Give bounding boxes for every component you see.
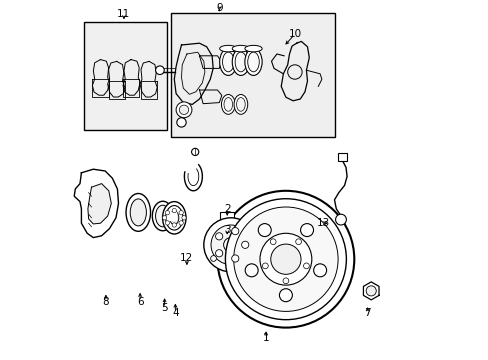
Text: 13: 13 — [316, 218, 329, 228]
Text: 12: 12 — [180, 253, 193, 264]
Text: 6: 6 — [137, 297, 143, 307]
Polygon shape — [181, 52, 204, 94]
Circle shape — [182, 216, 186, 220]
Ellipse shape — [152, 201, 173, 231]
Polygon shape — [174, 43, 213, 104]
Polygon shape — [140, 61, 157, 97]
Bar — [220, 212, 234, 229]
Circle shape — [211, 225, 250, 265]
Polygon shape — [107, 61, 124, 97]
Circle shape — [303, 263, 309, 269]
Text: 2: 2 — [224, 204, 230, 214]
Polygon shape — [141, 81, 157, 99]
Circle shape — [172, 208, 176, 213]
Polygon shape — [92, 79, 108, 97]
Text: 9: 9 — [216, 3, 222, 13]
Circle shape — [177, 118, 186, 127]
Ellipse shape — [244, 48, 262, 75]
Polygon shape — [281, 41, 309, 101]
Ellipse shape — [236, 98, 244, 111]
Bar — [337, 153, 346, 161]
Bar — [169, 212, 175, 220]
Circle shape — [223, 238, 238, 252]
Circle shape — [225, 199, 346, 320]
Circle shape — [210, 256, 216, 261]
Circle shape — [258, 224, 271, 237]
Circle shape — [215, 250, 223, 257]
Ellipse shape — [163, 202, 185, 234]
Circle shape — [179, 221, 183, 225]
Circle shape — [335, 214, 346, 225]
Circle shape — [165, 221, 169, 225]
Ellipse shape — [221, 94, 235, 114]
Ellipse shape — [247, 52, 259, 72]
Bar — [170, 13, 334, 137]
Ellipse shape — [155, 205, 170, 227]
Text: 5: 5 — [161, 303, 167, 313]
Circle shape — [215, 233, 223, 240]
Circle shape — [162, 216, 166, 220]
Circle shape — [241, 241, 248, 248]
Circle shape — [165, 211, 169, 215]
Ellipse shape — [219, 48, 237, 75]
Text: 3: 3 — [224, 225, 230, 235]
Circle shape — [233, 207, 337, 311]
Polygon shape — [88, 184, 111, 224]
Ellipse shape — [244, 45, 262, 52]
Text: 7: 7 — [364, 308, 370, 318]
Circle shape — [172, 223, 176, 227]
Ellipse shape — [169, 211, 179, 225]
Polygon shape — [92, 59, 109, 95]
Text: 11: 11 — [117, 9, 130, 19]
Ellipse shape — [165, 206, 183, 230]
Polygon shape — [123, 79, 139, 97]
Polygon shape — [199, 90, 222, 104]
Text: 10: 10 — [288, 29, 301, 39]
Circle shape — [366, 286, 375, 296]
Ellipse shape — [219, 45, 237, 52]
Circle shape — [217, 191, 354, 328]
Polygon shape — [74, 169, 118, 238]
Circle shape — [244, 264, 258, 277]
Circle shape — [283, 278, 288, 284]
Circle shape — [262, 263, 268, 269]
Text: 4: 4 — [172, 308, 178, 318]
Ellipse shape — [232, 45, 249, 52]
Polygon shape — [123, 59, 140, 95]
Polygon shape — [108, 81, 124, 99]
Polygon shape — [216, 224, 224, 233]
Circle shape — [217, 226, 222, 231]
Ellipse shape — [234, 94, 247, 114]
Polygon shape — [363, 282, 378, 300]
Polygon shape — [199, 56, 221, 68]
Circle shape — [231, 228, 238, 235]
Circle shape — [203, 218, 257, 272]
Circle shape — [279, 289, 292, 302]
Ellipse shape — [232, 48, 249, 75]
Circle shape — [287, 65, 302, 79]
Circle shape — [231, 255, 238, 262]
Circle shape — [191, 148, 199, 156]
Ellipse shape — [130, 199, 146, 226]
Circle shape — [260, 233, 311, 285]
Ellipse shape — [224, 98, 232, 111]
Ellipse shape — [222, 52, 234, 72]
Circle shape — [300, 224, 313, 237]
Circle shape — [270, 239, 276, 244]
Bar — [84, 22, 167, 130]
Circle shape — [270, 244, 301, 274]
Circle shape — [295, 239, 301, 244]
Circle shape — [155, 66, 164, 75]
Text: 8: 8 — [102, 297, 109, 307]
Circle shape — [176, 102, 192, 118]
Circle shape — [179, 105, 188, 114]
Ellipse shape — [126, 193, 150, 231]
Circle shape — [313, 264, 326, 277]
Ellipse shape — [235, 52, 246, 72]
Circle shape — [179, 211, 183, 215]
Text: 1: 1 — [262, 333, 269, 343]
